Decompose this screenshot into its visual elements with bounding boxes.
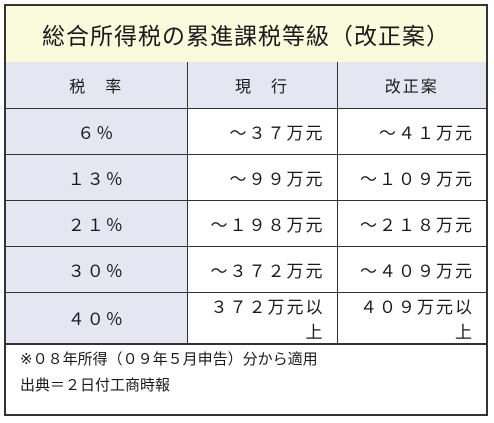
cell-rate: ２１％	[6, 199, 188, 247]
table-row: １３％ ～９９万元 ～１０９万元	[6, 153, 486, 201]
figure-title: 総合所得税の累進課税等級（改正案）	[6, 6, 486, 64]
header-current: 現 行	[186, 62, 338, 109]
cell-current: ～３７２万元	[186, 245, 338, 293]
table-row: ３０％ ～３７２万元 ～４０９万元	[6, 245, 486, 293]
header-proposed: 改正案	[336, 62, 486, 109]
footnotes: ※０８年所得（０９年５月申告）分から適用 出典＝２日付工商時報	[20, 346, 318, 398]
table-row: ４０％ ３７２万元以上 ４０９万元以上	[6, 291, 486, 345]
cell-current: ３７２万元以上	[186, 291, 338, 345]
cell-current: ～９９万元	[186, 153, 338, 201]
cell-proposed: ～１０９万元	[336, 153, 486, 201]
table-row: ２１％ ～１９８万元 ～２１８万元	[6, 199, 486, 247]
cell-proposed: ～４１万元	[336, 108, 486, 155]
table-header-row: 税 率 現 行 改正案	[6, 62, 486, 109]
tax-table-figure: 総合所得税の累進課税等級（改正案） 税 率 現 行 改正案 ６％ ～３７万元 ～…	[4, 4, 488, 416]
cell-proposed: ～４０９万元	[336, 245, 486, 293]
cell-current: ～１９８万元	[186, 199, 338, 247]
cell-rate: １３％	[6, 153, 188, 201]
cell-current: ～３７万元	[186, 108, 338, 155]
footnote-applicability: ※０８年所得（０９年５月申告）分から適用	[20, 350, 318, 368]
cell-rate: ６％	[6, 108, 188, 155]
cell-rate: ４０％	[6, 291, 188, 345]
table-row: ６％ ～３７万元 ～４１万元	[6, 108, 486, 155]
cell-proposed: ４０９万元以上	[336, 291, 486, 345]
cell-proposed: ～２１８万元	[336, 199, 486, 247]
cell-rate: ３０％	[6, 245, 188, 293]
footnote-source: 出典＝２日付工商時報	[20, 376, 171, 394]
tax-bracket-table: 税 率 現 行 改正案 ６％ ～３７万元 ～４１万元 １３％ ～９９万元 ～１０…	[6, 62, 486, 345]
header-tax-rate: 税 率	[6, 62, 188, 109]
